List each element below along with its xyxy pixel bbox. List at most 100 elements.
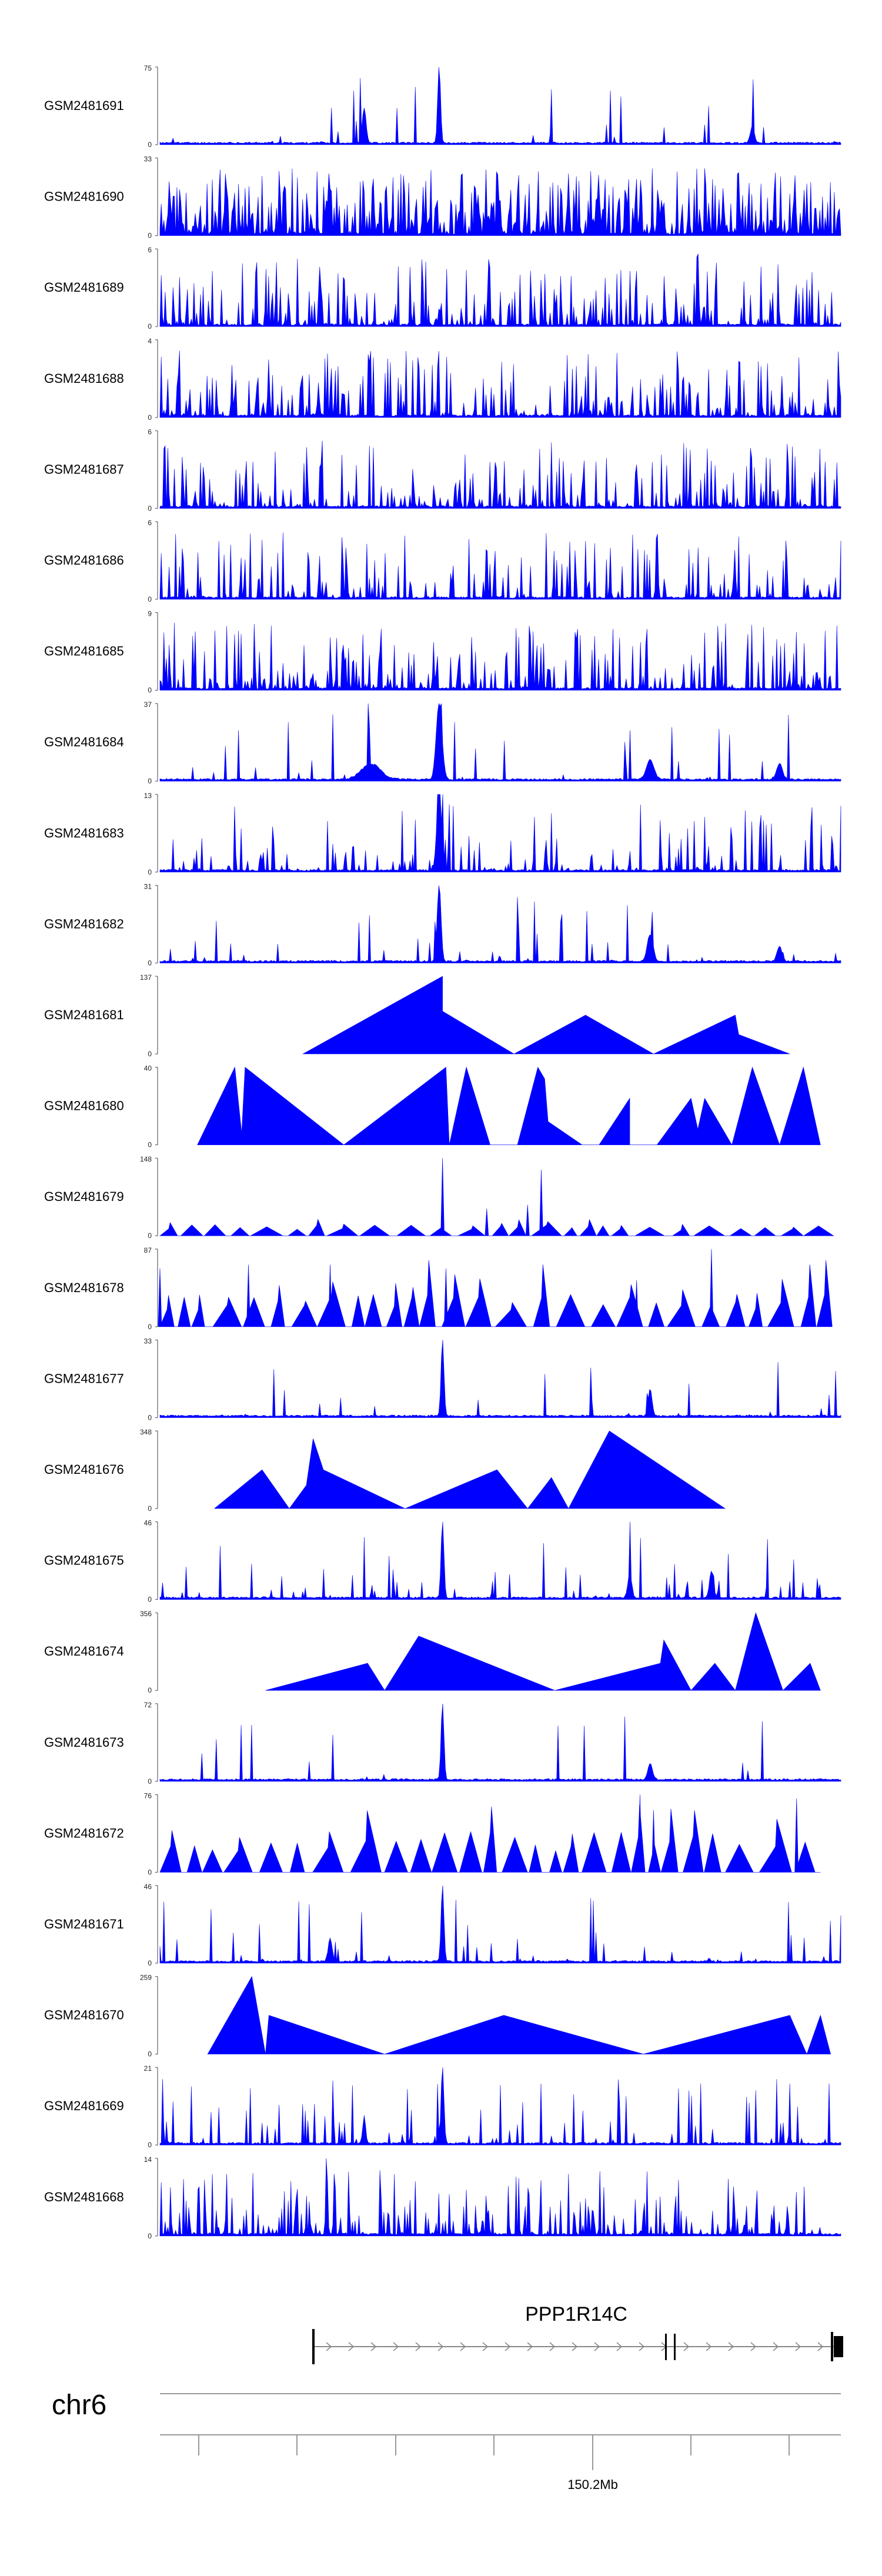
track-signal: [159, 1340, 841, 1418]
track-GSM2481671: GSM2481671 46 0: [44, 1883, 841, 1967]
track-signal: [197, 1066, 821, 1146]
track-label: GSM2481681: [44, 1007, 124, 1022]
strand-chevron: [706, 2342, 712, 2351]
track-GSM2481690: GSM2481690 33 0: [44, 155, 841, 240]
track-signal: [159, 703, 841, 782]
track-label: GSM2481685: [44, 644, 124, 659]
strand-chevron: [527, 2342, 533, 2351]
y-max-label: 137: [140, 973, 152, 982]
track-signal: [159, 2158, 841, 2237]
track-GSM2481676: GSM2481676 348 0: [44, 1428, 726, 1513]
track-GSM2481679: GSM2481679 148 0: [44, 1155, 834, 1240]
track-label: GSM2481682: [44, 916, 124, 931]
y-max-label: 33: [144, 155, 152, 163]
y-max-label: 37: [144, 700, 152, 709]
gene-exon-mid-2: [674, 2334, 676, 2360]
y-max-label: 356: [140, 1610, 152, 1618]
y-min-label: 0: [148, 2141, 152, 2149]
y-min-label: 0: [148, 1686, 152, 1694]
track-label: GSM2481688: [44, 371, 124, 386]
track-GSM2481682: GSM2481682 31 0: [44, 882, 841, 967]
track-signal: [159, 1158, 834, 1236]
track-label: GSM2481677: [44, 1371, 124, 1386]
track-signal: [265, 1612, 821, 1691]
y-min-label: 0: [148, 413, 152, 422]
y-min-label: 0: [148, 1050, 152, 1058]
track-GSM2481684: GSM2481684 37 0: [44, 700, 841, 785]
axis-ticks: [198, 2435, 790, 2470]
track-GSM2481672: GSM2481672 76 0: [44, 1791, 821, 1876]
track-label: GSM2481687: [44, 462, 124, 476]
y-max-label: 6: [148, 246, 152, 254]
track-GSM2481685: GSM2481685 9 0: [44, 610, 841, 695]
track-label: GSM2481680: [44, 1099, 124, 1113]
y-max-label: 31: [144, 882, 152, 890]
track-signal: [159, 532, 841, 600]
strand-chevron: [594, 2342, 600, 2351]
track-GSM2481681: GSM2481681 137 0: [44, 973, 790, 1058]
y-min-label: 0: [148, 1232, 152, 1240]
strand-chevron: [773, 2342, 779, 2351]
track-signal: [213, 1430, 726, 1509]
strand-chevron: [817, 2342, 824, 2351]
track-GSM2481675: GSM2481675 46 0: [44, 1519, 841, 1604]
track-signal: [159, 2067, 841, 2145]
strand-chevron: [572, 2342, 578, 2351]
track-signal: [159, 622, 841, 690]
track-signal: [159, 1885, 841, 1964]
track-signal: [159, 885, 841, 963]
y-max-label: 13: [144, 792, 152, 800]
track-label: GSM2481668: [44, 2190, 124, 2204]
strand-chevron: [683, 2342, 690, 2351]
y-max-label: 33: [144, 1337, 152, 1345]
y-min-label: 0: [148, 1596, 152, 1604]
track-GSM2481668: GSM2481668 14 0: [44, 2155, 841, 2240]
y-max-label: 348: [140, 1428, 152, 1436]
track-label: GSM2481689: [44, 280, 124, 295]
strand-chevron: [460, 2342, 466, 2351]
strand-chevron: [549, 2342, 556, 2351]
track-label: GSM2481679: [44, 1189, 124, 1204]
track-GSM2481673: GSM2481673 72 0: [44, 1701, 841, 1786]
y-max-label: 76: [144, 1791, 152, 1800]
y-max-label: 21: [144, 2064, 152, 2073]
track-GSM2481691: GSM2481691 75 0: [44, 64, 841, 149]
track-GSM2481678: GSM2481678 87 0: [44, 1246, 833, 1331]
track-GSM2481688: GSM2481688 4 0: [44, 337, 841, 422]
track-signal: [159, 66, 841, 145]
track-signal: [159, 441, 841, 509]
track-signal: [302, 976, 790, 1055]
strand-chevron: [415, 2342, 422, 2351]
strand-chevron: [639, 2342, 645, 2351]
gene-exon-mid-1: [665, 2334, 667, 2360]
track-label: GSM2481673: [44, 1735, 124, 1750]
strand-chevron: [326, 2342, 332, 2351]
strand-chevron: [393, 2342, 399, 2351]
y-min-label: 0: [148, 2050, 152, 2058]
y-max-label: 6: [148, 428, 152, 436]
track-label: GSM2481670: [44, 2008, 124, 2023]
track-GSM2481669: GSM2481669 21 0: [44, 2064, 841, 2149]
gene-exon-end: [834, 2336, 843, 2357]
y-max-label: 4: [148, 337, 152, 345]
y-min-label: 0: [148, 322, 152, 331]
track-GSM2481670: GSM2481670 259 0: [44, 1974, 831, 2058]
track-label: GSM2481674: [44, 1644, 124, 1659]
track-signal: [159, 168, 841, 236]
y-min-label: 0: [148, 2232, 152, 2240]
strand-chevron: [616, 2342, 623, 2351]
track-signal: [159, 351, 841, 418]
y-min-label: 0: [148, 868, 152, 876]
chromosome-label: chr6: [52, 2390, 106, 2421]
y-max-label: 46: [144, 1883, 152, 1891]
y-max-label: 6: [148, 519, 152, 527]
strand-chevron: [437, 2342, 444, 2351]
track-label: GSM2481672: [44, 1826, 124, 1840]
y-min-label: 0: [148, 686, 152, 695]
y-min-label: 0: [148, 1868, 152, 1876]
strand-chevron: [482, 2342, 489, 2351]
gene-exon-start: [312, 2329, 315, 2364]
strand-chevron: [370, 2342, 377, 2351]
y-max-label: 87: [144, 1246, 152, 1254]
